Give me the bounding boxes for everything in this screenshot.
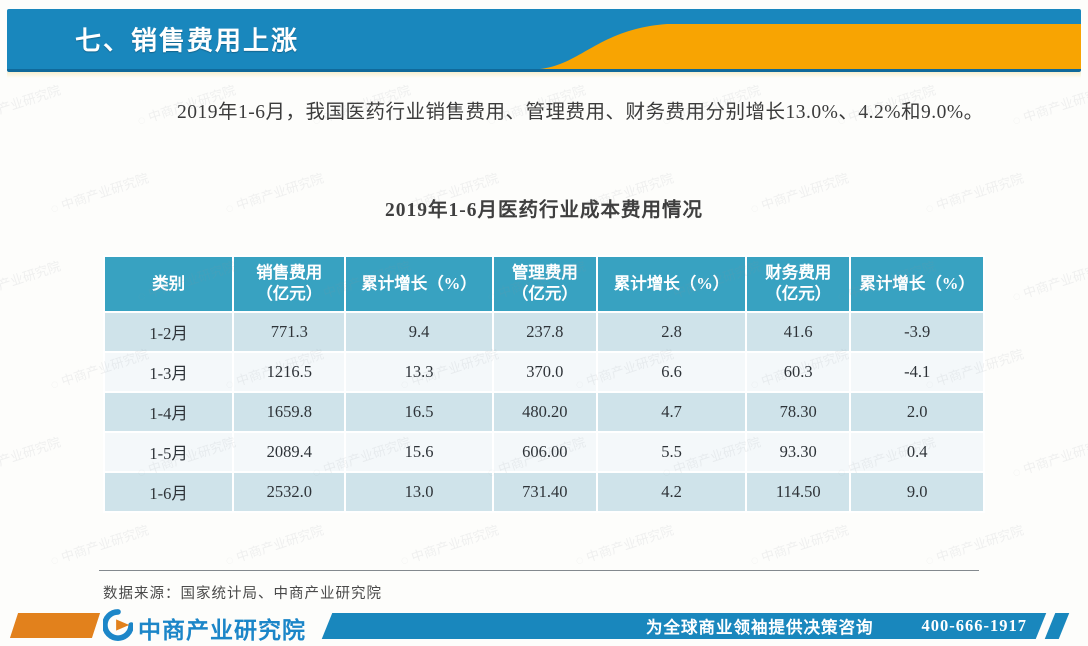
table-cell: 93.30	[745, 431, 852, 473]
slide-header-bar: 七、销售费用上涨	[7, 9, 1081, 72]
footer-slogan: 为全球商业领袖提供决策咨询	[646, 618, 874, 637]
table-cell: 2089.4	[232, 431, 347, 473]
watermark-text: ◌ 中商产业研究院	[48, 522, 151, 569]
watermark-text: ◌ 中商产业研究院	[748, 522, 851, 569]
table-row: 1-5月 2089.4 15.6 606.00 5.5 93.30 0.4	[102, 431, 985, 473]
table-cell: 2.0	[849, 391, 985, 433]
table-cell: 1659.8	[232, 391, 347, 433]
table-row: 1-2月 771.3 9.4 237.8 2.8 41.6 -3.9	[102, 311, 985, 353]
column-header: 类别	[102, 255, 235, 313]
table-cell: 78.30	[745, 391, 852, 433]
column-header: 累计增长（%）	[849, 255, 985, 313]
table-cell: 0.4	[849, 431, 985, 473]
table-header-row: 类别 销售费用 （亿元） 累计增长（%） 管理费用 （亿元） 累计增长（%） 财务费用 （亿元）…	[102, 255, 985, 313]
body-paragraph: 2019年1-6月，我国医药行业销售费用、管理费用、财务费用分别增长13.0%、…	[177, 102, 984, 123]
table-cell: 4.7	[595, 391, 748, 433]
watermark-text: ◌ 中商产业研究院	[573, 522, 676, 569]
watermark-text: ◌ 中商产业研究院	[1010, 258, 1088, 305]
watermark-text: ◌ 中商产业研究院	[223, 522, 326, 569]
watermark-text: ◌ 中商产业研究院	[0, 434, 63, 481]
table-cell: 771.3	[232, 311, 347, 353]
table-cell: 60.3	[745, 351, 852, 393]
table-row: 1-4月 1659.8 16.5 480.20 4.7 78.30 2.0	[102, 391, 985, 433]
table-cell: 1-5月	[102, 431, 235, 473]
footer-blue-bar: 为全球商业领袖提供决策咨询 400-666-1917	[321, 613, 1047, 639]
table-cell: 2.8	[595, 311, 748, 353]
table-cell: 480.20	[491, 391, 598, 433]
table-cell: 1216.5	[232, 351, 347, 393]
footer-orange-block	[9, 613, 101, 638]
footer-bar-tip	[1044, 613, 1070, 639]
table-cell: 1-6月	[102, 471, 235, 513]
table-cell: 1-4月	[102, 391, 235, 433]
table-row: 1-3月 1216.5 13.3 370.0 6.6 60.3 -4.1	[102, 351, 985, 393]
footer-logo-text: 中商产业研究院	[138, 617, 306, 643]
table-cell: 731.40	[491, 471, 598, 513]
column-header: 累计增长（%）	[344, 255, 494, 313]
table-cell: 606.00	[491, 431, 598, 473]
table-cell: 41.6	[745, 311, 852, 353]
watermark-text: ◌ 中商产业研究院	[0, 82, 63, 129]
table-cell: 15.6	[344, 431, 494, 473]
table-cell: 4.2	[595, 471, 748, 513]
column-header: 财务费用 （亿元）	[745, 255, 852, 313]
table-cell: 16.5	[344, 391, 494, 433]
header-swoosh-graphic	[540, 24, 1081, 69]
watermark-text: ◌ 中商产业研究院	[0, 258, 63, 305]
table-body: 1-2月 771.3 9.4 237.8 2.8 41.6 -3.9 1-3月 1216.5 13…	[102, 311, 985, 513]
table-cell: 5.5	[595, 431, 748, 473]
table-title: 2019年1-6月医药行业成本费用情况	[385, 200, 703, 221]
table-cell: 6.6	[595, 351, 748, 393]
column-header: 销售费用 （亿元）	[232, 255, 347, 313]
askci-logo-icon	[103, 609, 133, 641]
column-header: 管理费用 （亿元）	[491, 255, 598, 313]
table-cell: 13.0	[344, 471, 494, 513]
column-header: 累计增长（%）	[595, 255, 748, 313]
table-cell: 9.4	[344, 311, 494, 353]
page-title: 七、销售费用上涨	[75, 26, 300, 56]
footer-phone: 400-666-1917	[921, 616, 1028, 635]
table-cell: 1-2月	[102, 311, 235, 353]
watermark-text: ◌ 中商产业研究院	[398, 522, 501, 569]
cost-expense-table: 类别 销售费用 （亿元） 累计增长（%） 管理费用 （亿元） 累计增长（%） 财务费用 （亿元）…	[102, 255, 985, 513]
table-cell: 114.50	[745, 471, 852, 513]
table-cell: -3.9	[849, 311, 985, 353]
table-cell: 2532.0	[232, 471, 347, 513]
header-shadow	[7, 72, 1081, 78]
watermark-text: ◌ 中商产业研究院	[1010, 82, 1088, 129]
table-cell: -4.1	[849, 351, 985, 393]
table-cell: 370.0	[491, 351, 598, 393]
watermark-text: ◌ 中商产业研究院	[923, 522, 1026, 569]
watermark-text: ◌ 中商产业研究院	[1010, 434, 1088, 481]
source-divider-line	[99, 570, 979, 571]
table-cell: 9.0	[849, 471, 985, 513]
table-row: 1-6月 2532.0 13.0 731.40 4.2 114.50 9.0	[102, 471, 985, 513]
table-cell: 1-3月	[102, 351, 235, 393]
table-header-row: 类别 销售费用 （亿元） 累计增长（%） 管理费用 （亿元） 累计增长（%） 财务费用 （亿元）…	[102, 255, 985, 313]
table-cell: 13.3	[344, 351, 494, 393]
table-cell: 237.8	[491, 311, 598, 353]
data-source-label: 数据来源：国家统计局、中商产业研究院	[103, 586, 382, 602]
